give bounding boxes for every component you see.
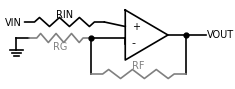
Text: VOUT: VOUT: [207, 31, 234, 40]
Text: VIN: VIN: [4, 18, 21, 28]
Text: RIN: RIN: [56, 10, 73, 20]
Text: RG: RG: [53, 42, 67, 52]
Text: +: +: [132, 22, 140, 32]
Text: -: -: [132, 39, 136, 49]
Text: RF: RF: [132, 61, 145, 71]
